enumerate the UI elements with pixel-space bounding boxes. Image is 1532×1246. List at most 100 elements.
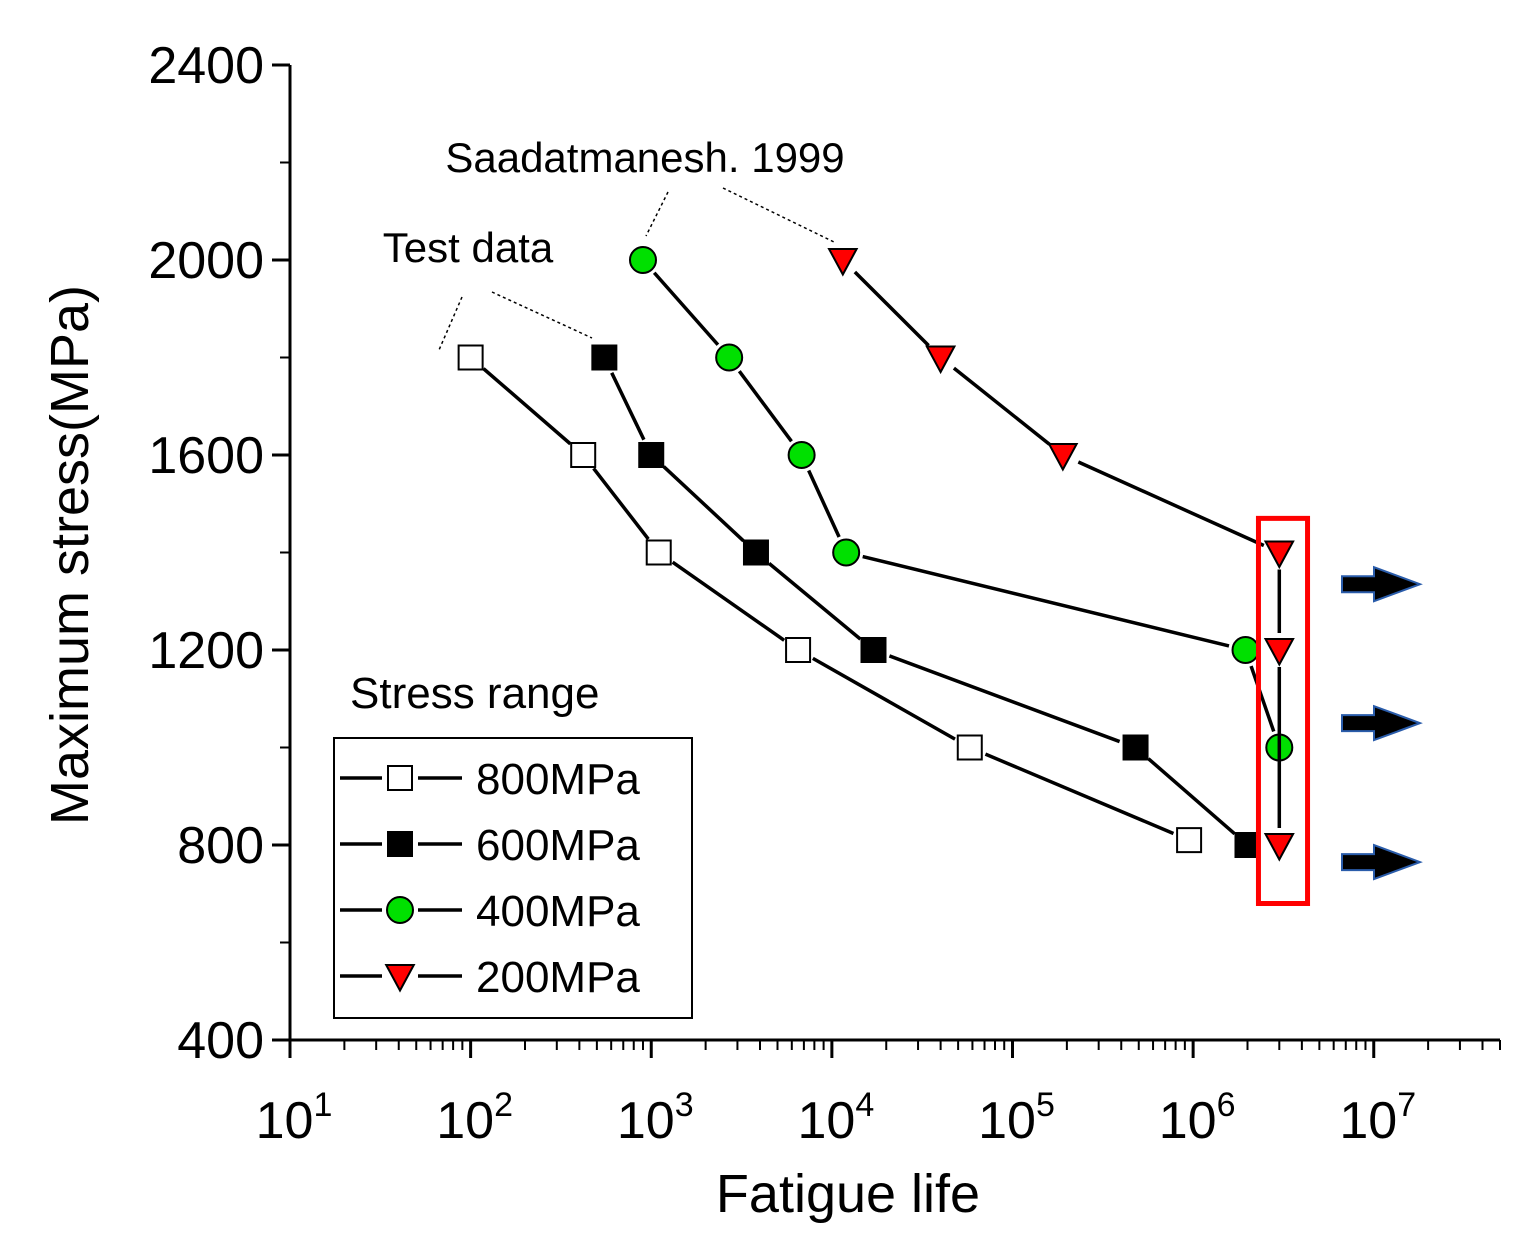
x-tick-exponent: 4: [855, 1086, 874, 1124]
marker-square: [1176, 827, 1203, 854]
legend: Stress range 800MPa 600MPa 400MPa 200MPa: [333, 669, 693, 1019]
y-tick-label: 1600: [148, 427, 264, 485]
marker-square: [645, 539, 672, 566]
x-tick-label: 105: [978, 1086, 1055, 1150]
y-tick-label: 1200: [148, 622, 264, 680]
marker-triangle: [1263, 832, 1295, 862]
annotation-saadatmanesh: Saadatmanesh. 1999: [445, 134, 844, 181]
y-tick-label: 800: [177, 817, 264, 875]
x-tick-exponent: 3: [675, 1086, 694, 1124]
legend-item: 600MPa: [340, 821, 640, 870]
marker-circle: [832, 538, 861, 567]
series-segment: [592, 467, 650, 541]
annotations: Test data Saadatmanesh. 1999: [383, 134, 845, 351]
series-segment: [610, 372, 646, 441]
annotation-leader: [722, 187, 835, 243]
marker-circle: [715, 343, 744, 372]
series-600MPa: [591, 344, 1261, 858]
x-tick-exponent: 1: [313, 1086, 332, 1124]
x-tick-label: 101: [256, 1086, 333, 1150]
series-segment: [1077, 460, 1265, 548]
series-segment: [652, 271, 720, 346]
runout-arrows: [1341, 565, 1423, 881]
x-tick-label: 103: [617, 1086, 694, 1150]
series-segment: [952, 366, 1051, 446]
data-series: [457, 246, 1295, 862]
marker-square: [956, 734, 983, 761]
x-tick-exponent: 7: [1397, 1086, 1416, 1124]
marker-circle: [787, 441, 816, 469]
legend-item: 400MPa: [340, 887, 640, 936]
runout-arrow: [1341, 843, 1423, 881]
legend-item: 800MPa: [340, 755, 640, 804]
x-tick-base: 10: [1159, 1092, 1217, 1150]
annotation-test-data: Test data: [383, 224, 554, 271]
marker-triangle: [1263, 540, 1295, 570]
marker-square: [742, 539, 769, 566]
runout-arrow: [1341, 704, 1423, 742]
marker-circle: [386, 896, 414, 924]
x-tick-label: 102: [436, 1086, 513, 1150]
series-segment: [888, 654, 1121, 744]
x-tick-label: 107: [1339, 1086, 1416, 1150]
x-tick-label: 106: [1159, 1086, 1236, 1150]
y-tick-label: 2400: [148, 37, 264, 95]
series-segment: [807, 469, 841, 538]
marker-square: [638, 442, 665, 468]
marker-circle: [628, 246, 657, 274]
x-tick-base: 10: [256, 1092, 314, 1150]
legend-title: Stress range: [350, 669, 599, 718]
y-tick-label: 400: [177, 1012, 264, 1070]
x-axis-title: Fatigue life: [716, 1164, 980, 1224]
runout-arrow: [1341, 565, 1423, 603]
x-tick-exponent: 6: [1217, 1086, 1236, 1124]
series-segment: [862, 554, 1230, 648]
annotation-leader: [438, 296, 463, 351]
marker-square: [1234, 832, 1261, 858]
x-tick-base: 10: [617, 1092, 675, 1150]
x-tick-base: 10: [797, 1092, 855, 1150]
marker-square: [457, 344, 484, 371]
highlight-box: [1255, 515, 1311, 906]
series-segment: [662, 465, 745, 543]
series-segment: [1249, 665, 1276, 733]
x-tick-exponent: 5: [1036, 1086, 1055, 1124]
y-axis-title: Maximum stress(MPa): [40, 285, 100, 825]
annotation-leader: [645, 191, 669, 237]
x-tick-base: 10: [1339, 1092, 1397, 1150]
marker-triangle: [1047, 442, 1079, 472]
marker-triangle: [1263, 637, 1295, 667]
marker-circle: [1231, 636, 1260, 664]
marker-square: [591, 344, 618, 371]
series-segment: [671, 560, 786, 642]
x-tick-exponent: 2: [494, 1086, 513, 1124]
legend-label: 200MPa: [476, 953, 640, 1002]
marker-triangle: [925, 345, 957, 375]
runout-highlight: [1255, 515, 1311, 906]
series-800MPa: [457, 344, 1203, 854]
series-segment: [737, 370, 793, 443]
marker-triangle: [827, 247, 859, 277]
legend-item: 200MPa: [340, 953, 640, 1002]
series-segment: [482, 367, 572, 446]
series-segment: [1147, 757, 1236, 836]
legend-label: 400MPa: [476, 887, 640, 936]
series-segment: [853, 270, 930, 347]
series-segment: [767, 562, 862, 641]
marker-square: [387, 765, 413, 791]
legend-label: 600MPa: [476, 821, 640, 870]
marker-square: [1122, 734, 1149, 761]
annotation-leader: [491, 291, 593, 339]
series-200MPa: [827, 247, 1295, 862]
marker-square: [785, 637, 812, 663]
y-tick-label: 2000: [148, 232, 264, 290]
legend-label: 800MPa: [476, 755, 640, 804]
marker-square: [570, 442, 597, 468]
marker-square: [387, 831, 413, 857]
series-segment: [812, 656, 956, 741]
series-segment: [984, 752, 1175, 836]
marker-triangle: [384, 963, 416, 993]
marker-square: [860, 637, 887, 663]
